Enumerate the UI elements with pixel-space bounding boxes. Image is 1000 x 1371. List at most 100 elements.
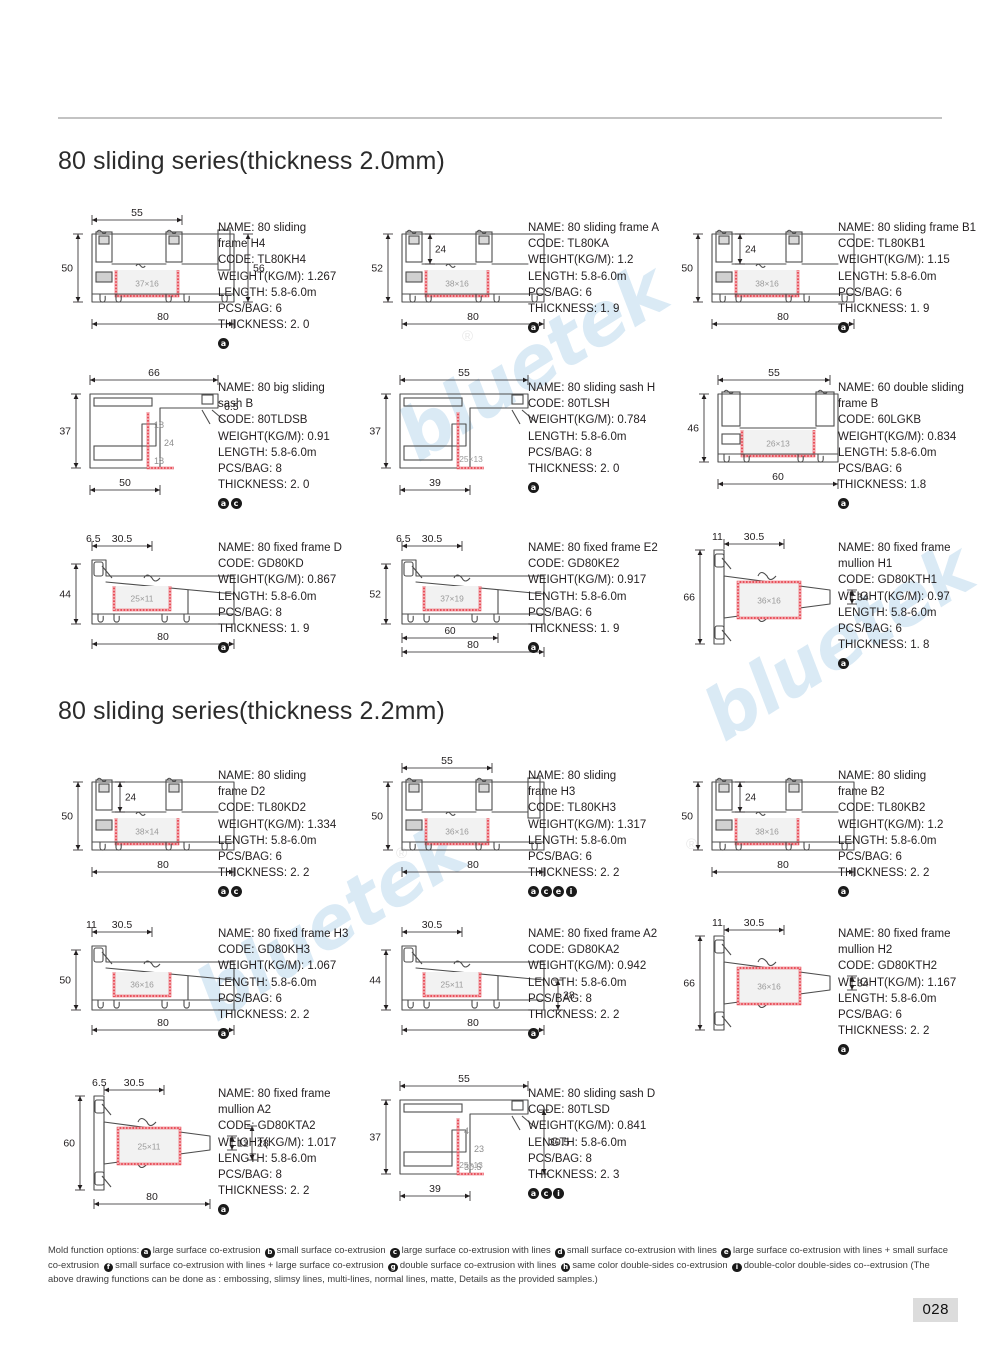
legend-text-i: double-color double-sides co--extrusion — [743, 1258, 911, 1270]
spec-name-line: sash B — [218, 398, 254, 411]
svg-text:50: 50 — [61, 811, 73, 823]
svg-text:80: 80 — [467, 859, 479, 871]
legend-badge-i: i — [732, 1262, 742, 1272]
svg-text:30.5: 30.5 — [124, 1077, 145, 1089]
spec-length: LENGTH: 5.8-6.0m — [528, 430, 627, 443]
spec-length: LENGTH: 5.8-6.0m — [218, 446, 317, 459]
svg-text:6.5: 6.5 — [224, 401, 239, 413]
spec-pcs-bag: PCS/BAG: 6 — [528, 606, 592, 619]
spec-weight: WEIGHT(KG/M): 1.317 — [528, 818, 647, 831]
spec-pcs-bag: PCS/BAG: 6 — [838, 286, 902, 299]
watermark-mark-2: ® — [686, 836, 698, 853]
profile-drawing: 36×16 11 30.5 66 34 — [678, 917, 888, 1038]
svg-text:50: 50 — [61, 263, 73, 275]
mold-function-badge-c: c — [540, 1188, 552, 1200]
mold-function-badges: a — [528, 638, 658, 654]
spec-thickness: THICKNESS: 2. 3 — [528, 1169, 620, 1182]
profile-drawing: 25×13 4 23 30.5 55 39 37 30.5 — [368, 1073, 578, 1201]
svg-text:34: 34 — [857, 978, 869, 990]
spec-length: LENGTH: 5.8-6.0m — [528, 834, 627, 847]
svg-text:30.5: 30.5 — [744, 531, 765, 543]
svg-text:30.5: 30.5 — [744, 917, 765, 929]
svg-text:28: 28 — [257, 1138, 269, 1150]
profile-spec: NAME: 80 fixed frame E2 CODE: GD80KE2 WEIG… — [528, 540, 658, 654]
spec-name-line: NAME: 80 sliding frame A — [528, 222, 660, 234]
spec-weight: WEIGHT(KG/M): 0.97 — [838, 590, 950, 603]
profile-drawing: 38×16 80 52 24 — [368, 212, 578, 332]
svg-text:36×16: 36×16 — [130, 980, 154, 990]
mold-function-badge-a: a — [838, 322, 849, 334]
spec-pcs-bag: PCS/BAG: 8 — [528, 446, 592, 459]
mold-function-badge-a: a — [218, 338, 229, 350]
svg-text:80: 80 — [157, 859, 169, 871]
spec-weight: WEIGHT(KG/M): 1.067 — [218, 960, 337, 973]
profile-drawing: 25×11 30.5 44 80 28 — [368, 918, 578, 1038]
svg-text:11: 11 — [86, 919, 97, 931]
mold-function-badges: a — [838, 318, 976, 334]
spec-pcs-bag: PCS/BAG: 6 — [838, 851, 902, 864]
legend-intro: Mold function options: — [48, 1244, 140, 1255]
spec-name-line: NAME: 80 fixed frame — [838, 928, 951, 940]
page-number: 028 — [913, 1298, 958, 1322]
svg-text:39: 39 — [429, 477, 441, 489]
svg-text:55: 55 — [768, 367, 780, 379]
spec-weight: WEIGHT(KG/M): 1.267 — [218, 270, 337, 283]
svg-text:39: 39 — [429, 1183, 441, 1195]
spec-pcs-bag: PCS/BAG: 6 — [218, 992, 282, 1005]
svg-text:80: 80 — [146, 1191, 158, 1203]
spec-name-line: frame H3 — [528, 786, 576, 799]
svg-text:25×13: 25×13 — [459, 454, 483, 464]
spec-code: CODE: TL80KA — [528, 238, 609, 251]
profile-spec: NAME: 80 fixed frame mullion H1 CODE: GD80… — [838, 540, 950, 671]
legend-badge-b: b — [265, 1248, 275, 1258]
spec-weight: WEIGHT(KG/M): 0.942 — [528, 960, 647, 973]
mold-function-badge-a: a — [528, 642, 539, 654]
svg-text:44: 44 — [369, 975, 381, 987]
svg-text:24: 24 — [125, 793, 137, 804]
spec-weight: WEIGHT(KG/M): 0.917 — [528, 574, 647, 587]
spec-name-line: frame H4 — [218, 238, 266, 251]
legend-badge-f: f — [103, 1262, 114, 1272]
svg-text:37: 37 — [369, 426, 381, 438]
profile-spec: NAME: 80 fixed frame A2 CODE: GD80KA2 WEIG… — [528, 926, 657, 1040]
legend-badge-c: c — [390, 1248, 400, 1258]
spec-weight: WEIGHT(KG/M): 1.15 — [838, 254, 950, 267]
svg-text:6.5: 6.5 — [396, 533, 411, 545]
svg-text:80: 80 — [157, 1017, 169, 1029]
profile-spec: NAME: 80 fixed frame mullion H2 CODE: GD80… — [838, 926, 956, 1057]
svg-text:30.5: 30.5 — [422, 919, 443, 931]
spec-code: CODE: GD80KE2 — [528, 558, 620, 571]
svg-text:50: 50 — [119, 477, 131, 489]
spec-code: CODE: GD80KTH2 — [838, 960, 938, 973]
svg-text:28: 28 — [563, 990, 575, 1002]
spec-thickness: THICKNESS: 1. 9 — [218, 623, 310, 636]
svg-text:80: 80 — [157, 631, 169, 643]
legend-text-b: small surface co-extrusion — [276, 1244, 389, 1255]
spec-name-line: NAME: 80 sliding sash D — [528, 1088, 656, 1100]
svg-text:34: 34 — [857, 592, 869, 604]
legend-text-g: double surface co-extrusion with lines — [399, 1258, 559, 1270]
legend-badge-a: a — [141, 1248, 151, 1258]
svg-text:37×16: 37×16 — [135, 279, 159, 289]
spec-thickness: THICKNESS: 2. 0 — [218, 319, 310, 332]
profile-spec: NAME: 80 sliding frame B1 CODE: TL80KB1 WE… — [838, 220, 976, 334]
spec-code: CODE: 80TLDSB — [218, 414, 308, 427]
mold-function-badge-a: a — [528, 1188, 539, 1200]
svg-text:52: 52 — [369, 589, 381, 601]
spec-code: CODE: TL80KD2 — [218, 802, 306, 815]
legend-note: (The above drawing functions can be done… — [48, 1258, 930, 1285]
spec-thickness: THICKNESS: 2. 2 — [838, 1025, 930, 1038]
spec-code: CODE: 80TLSH — [528, 398, 610, 411]
svg-text:37×19: 37×19 — [440, 594, 464, 604]
legend-text-d: small surface co-extrusion with lines — [566, 1244, 720, 1255]
profile-drawing: 37×19 30.5 6.5 52 60 80 — [368, 532, 578, 657]
svg-text:6.5: 6.5 — [92, 1077, 107, 1089]
spec-thickness: THICKNESS: 1.8 — [838, 479, 927, 492]
svg-text:6.5: 6.5 — [86, 533, 101, 545]
svg-text:50: 50 — [371, 811, 383, 823]
spec-name-line: NAME: 80 big sliding — [218, 382, 325, 394]
svg-text:80: 80 — [777, 311, 789, 323]
